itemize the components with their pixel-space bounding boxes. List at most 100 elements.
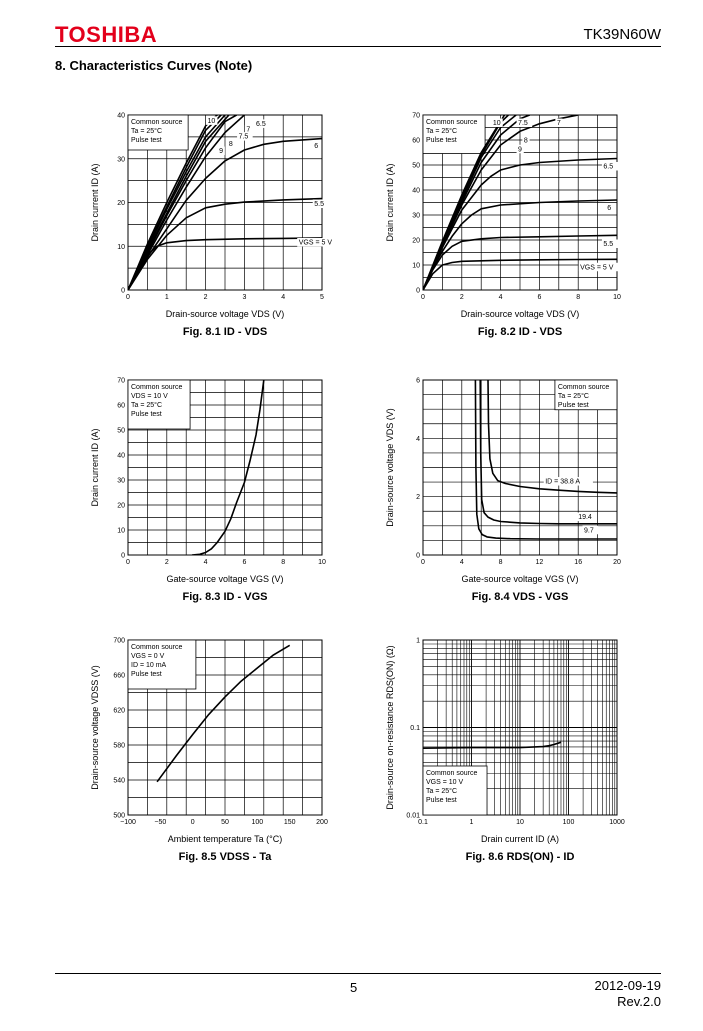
revision-number: Rev.2.0 <box>617 994 661 1009</box>
x-tick-label: 4 <box>499 294 503 301</box>
y-tick-label: 70 <box>117 378 125 385</box>
x-tick-label: 16 <box>574 559 582 566</box>
series-line <box>423 157 617 290</box>
grid <box>128 380 322 555</box>
legend-text: Pulse test <box>426 797 457 804</box>
curve-label: 10 <box>493 120 501 127</box>
legend-box <box>422 114 486 154</box>
x-tick-label: 50 <box>221 819 229 826</box>
x-tick-label: 100 <box>251 819 263 826</box>
y-tick-label: 40 <box>117 453 125 460</box>
plot-frame <box>422 114 618 291</box>
curve-label-bg <box>297 238 339 247</box>
x-axis-label: Gate-source voltage VGS (V) <box>461 574 578 584</box>
legend-box <box>127 114 189 151</box>
legend-text: Common source <box>131 384 182 391</box>
x-tick-label: 0 <box>191 819 195 826</box>
curve-label: 7 <box>246 127 250 134</box>
x-tick-label: 100 <box>563 819 575 826</box>
legend-text: Ta = 25°C <box>558 392 589 400</box>
part-number: TK39N60W <box>583 26 661 43</box>
y-axis-label: Drain-source voltage VDS (V) <box>385 408 395 527</box>
y-tick-label: 700 <box>113 638 125 645</box>
chart-fig-8-4: 0 4 8 12 16 20 0 2 4 6 Gate-source voltage VGS (V)… <box>385 378 621 604</box>
y-tick-label: 540 <box>113 778 125 785</box>
x-tick-label: 150 <box>284 819 296 826</box>
curve-label: 6 <box>607 205 611 212</box>
curve-label-bg <box>582 525 599 535</box>
x-tick-label: 0.1 <box>418 819 428 826</box>
curve-label-bg <box>217 146 225 156</box>
curve-label: 9.7 <box>584 527 594 534</box>
x-tick-label: 10 <box>318 559 326 566</box>
curve-label-bg <box>605 203 613 212</box>
legend-text: VDS = 10 V <box>131 393 168 400</box>
y-tick-label: 10 <box>117 528 125 535</box>
y-tick-label: 6 <box>416 378 420 385</box>
curve-label: 7 <box>557 120 561 127</box>
y-tick-label: 50 <box>117 428 125 435</box>
x-tick-label: 0 <box>421 559 425 566</box>
series-line <box>156 644 291 783</box>
y-tick-label: 20 <box>117 503 125 510</box>
legend-text: Ta = 25°C <box>426 787 457 795</box>
curve-label: VGS = 5 V <box>299 240 333 247</box>
legend-text: Common source <box>426 770 477 777</box>
x-tick-label: 0 <box>126 294 130 301</box>
series-line <box>191 380 265 555</box>
curve-label: 6.5 <box>256 121 266 128</box>
legend-box <box>127 639 197 690</box>
curve-label: 9 <box>219 148 223 155</box>
series-line <box>423 234 617 290</box>
chart-fig-8-5: −100 −50 0 50 100 150 200 500 540 580 620 660 700 Amb… <box>90 638 328 864</box>
curve-label: 8 <box>229 141 233 148</box>
y-tick-label: 620 <box>113 708 125 715</box>
y-tick-label: 60 <box>412 138 420 145</box>
legend-text: Pulse test <box>131 137 162 144</box>
y-tick-label: 50 <box>412 163 420 170</box>
x-tick-label: 4 <box>204 559 208 566</box>
y-tick-label: 70 <box>412 113 420 120</box>
x-axis-label: Drain-source voltage VDS (V) <box>166 309 285 319</box>
page-number: 5 <box>350 980 358 995</box>
series-line <box>128 115 245 290</box>
series-line <box>128 137 322 290</box>
y-tick-label: 40 <box>412 188 420 195</box>
y-tick-label: 60 <box>117 403 125 410</box>
y-tick-label: 30 <box>117 156 125 163</box>
x-tick-label: 8 <box>281 559 285 566</box>
x-tick-label: 1 <box>470 819 474 826</box>
curve-label-bg <box>244 125 253 134</box>
curve-label: 10 <box>208 118 216 125</box>
y-axis-label: Drain current ID (A) <box>385 163 395 241</box>
legend-text: Ta = 25°C <box>131 127 162 135</box>
x-tick-label: −50 <box>154 819 166 826</box>
x-axis-label: Ambient temperature Ta (°C) <box>168 834 282 844</box>
chart-fig-8-2: 0 2 4 6 8 10 0 10 20 30 40 50 60 70 Drain-source volta… <box>385 113 621 339</box>
legend-text: Common source <box>426 119 477 126</box>
y-tick-label: 500 <box>113 813 125 820</box>
series-line <box>128 197 322 290</box>
figure-caption: Fig. 8.3 ID - VGS <box>183 591 268 603</box>
figure-caption: Fig. 8.4 VDS - VGS <box>472 591 569 603</box>
x-tick-label: 6 <box>242 559 246 566</box>
legend-text: Common source <box>558 384 609 391</box>
figure-caption: Fig. 8.1 ID - VDS <box>183 326 267 338</box>
y-tick-label: 0 <box>121 553 125 560</box>
section-title: 8. Characteristics Curves (Note) <box>55 58 253 73</box>
curve-label: 6 <box>314 143 318 150</box>
x-tick-label: 2 <box>460 294 464 301</box>
legend-text: Pulse test <box>426 137 457 144</box>
series-line <box>423 115 506 290</box>
y-tick-label: 2 <box>416 494 420 501</box>
legend-text: ID = 10 mA <box>131 662 167 669</box>
y-axis-label: Drain current ID (A) <box>90 163 100 241</box>
x-tick-label: 3 <box>242 294 246 301</box>
legend-text: Common source <box>131 119 182 126</box>
y-tick-label: 20 <box>117 200 125 207</box>
y-tick-label: 580 <box>113 743 125 750</box>
series-line <box>479 380 617 525</box>
y-axis-label: Drain-source voltage VDSS (V) <box>90 665 100 790</box>
y-tick-label: 30 <box>412 213 420 220</box>
legend-text: Ta = 25°C <box>426 127 457 135</box>
